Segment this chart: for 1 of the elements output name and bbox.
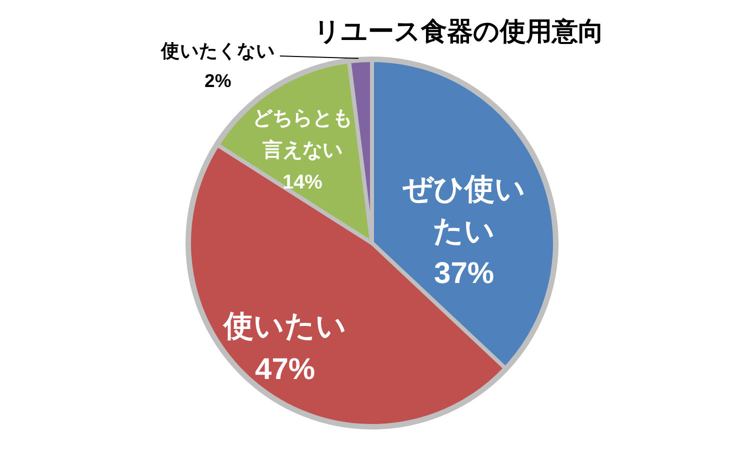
title: リユース食器の使用意向 <box>314 16 604 46</box>
